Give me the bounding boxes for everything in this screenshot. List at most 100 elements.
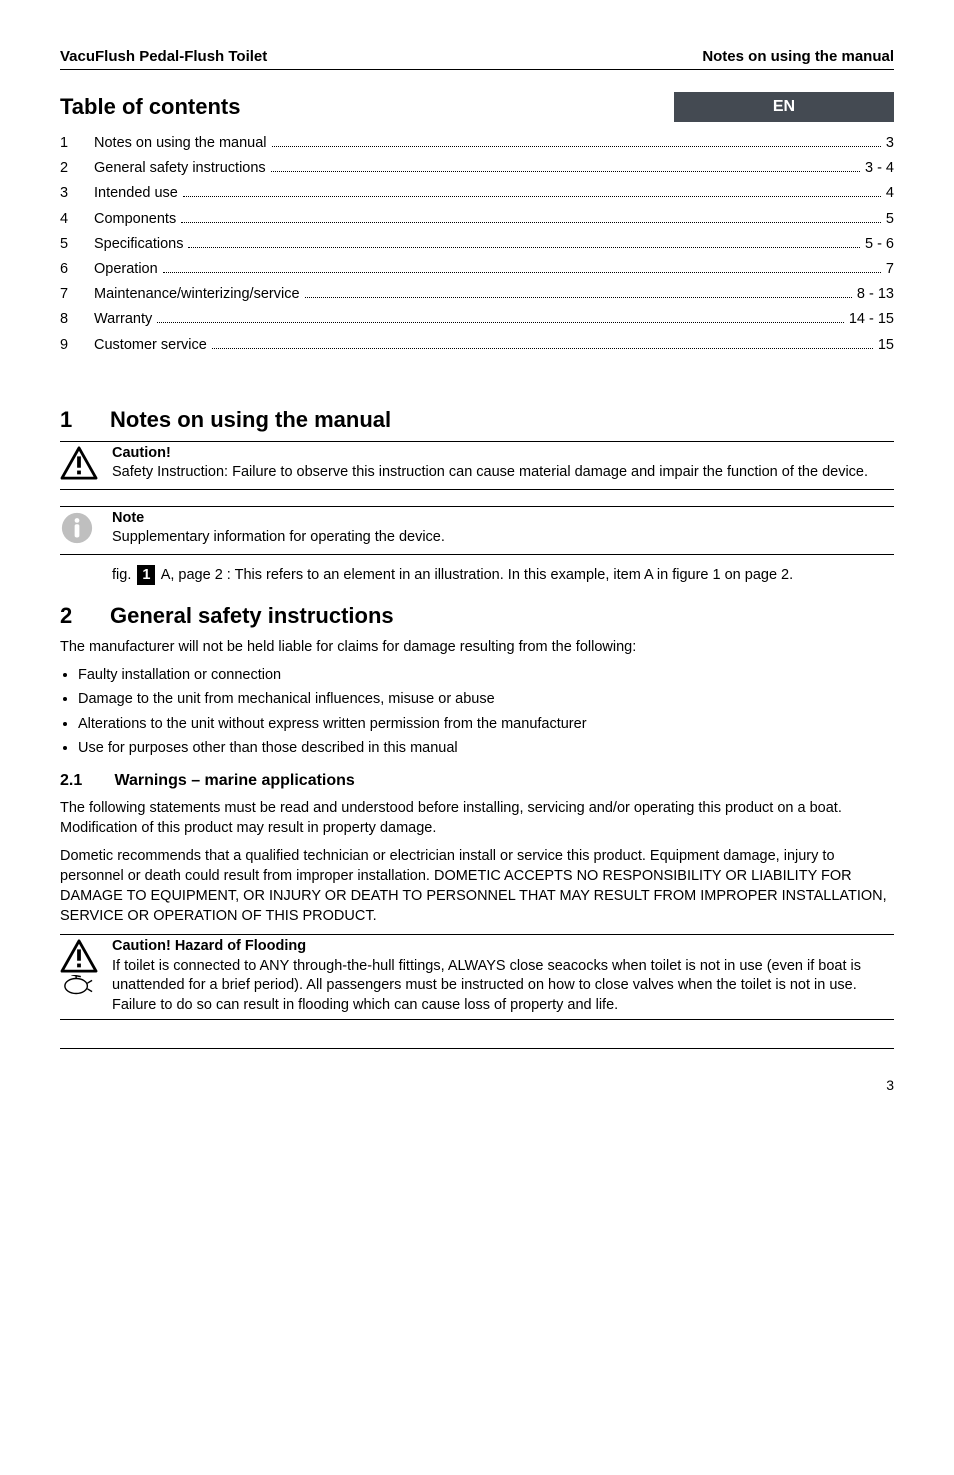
subsection-number: 2.1 — [60, 772, 110, 790]
toc-page: 7 — [884, 258, 894, 281]
toc-row: 4 Components 5 — [60, 208, 894, 231]
toc-row: 1 Notes on using the manual 3 — [60, 132, 894, 155]
toc-page: 15 — [876, 334, 894, 357]
flood-warning-icons — [60, 937, 112, 997]
toc-page: 4 — [884, 182, 894, 205]
toc-dots — [157, 314, 844, 324]
toc-page: 5 - 6 — [863, 233, 894, 256]
toc-dots — [163, 263, 881, 273]
toc-row: 3 Intended use 4 — [60, 182, 894, 205]
running-header: VacuFlush Pedal-Flush Toilet Notes on us… — [60, 48, 894, 65]
subsection-2-1-heading: 2.1 Warnings – marine applications — [60, 772, 894, 790]
toc-dots — [272, 137, 881, 147]
section-2-intro: The manufacturer will not be held liable… — [60, 637, 894, 657]
toc-num: 7 — [60, 283, 94, 306]
toc-num: 9 — [60, 334, 94, 357]
table-of-contents: 1 Notes on using the manual 3 2 General … — [60, 132, 894, 357]
list-item: Alterations to the unit without express … — [78, 714, 894, 734]
toc-label: Notes on using the manual — [94, 132, 269, 155]
section-2-heading: 2 General safety instructions — [60, 603, 894, 629]
toc-row: 7 Maintenance/winterizing/service 8 - 13 — [60, 283, 894, 306]
language-badge: EN — [674, 92, 894, 122]
toc-label: General safety instructions — [94, 157, 268, 180]
toc-num: 8 — [60, 308, 94, 331]
section-number: 2 — [60, 603, 110, 629]
toc-page: 5 — [884, 208, 894, 231]
list-item: Damage to the unit from mechanical influ… — [78, 689, 894, 709]
toc-label: Customer service — [94, 334, 209, 357]
rule — [60, 441, 894, 442]
rule — [60, 1019, 894, 1020]
toc-label: Operation — [94, 258, 160, 281]
note-callout: Note Supplementary information for opera… — [60, 509, 894, 550]
note-text: Supplementary information for operating … — [112, 529, 445, 545]
toc-num: 2 — [60, 157, 94, 180]
caution-body: Caution! Safety Instruction: Failure to … — [112, 444, 894, 483]
toc-dots — [305, 288, 852, 298]
rule — [60, 489, 894, 490]
toc-dots — [271, 163, 860, 173]
spacer — [60, 492, 894, 504]
info-icon — [60, 509, 112, 550]
list-item: Use for purposes other than those descri… — [78, 738, 894, 758]
subsection-p2: Dometic recommends that a qualified tech… — [60, 846, 894, 926]
toc-row: 2 General safety instructions 3 - 4 — [60, 157, 894, 180]
toc-dots — [183, 188, 881, 198]
header-rule — [60, 69, 894, 70]
toc-page: 8 - 13 — [855, 283, 894, 306]
rule — [60, 506, 894, 507]
section-number: 1 — [60, 407, 110, 433]
header-right: Notes on using the manual — [702, 48, 894, 65]
toc-page: 3 — [884, 132, 894, 155]
toc-num: 6 — [60, 258, 94, 281]
caution-text: Safety Instruction: Failure to observe t… — [112, 464, 868, 480]
section-1-heading: 1 Notes on using the manual — [60, 407, 894, 433]
page-footer: 3 — [60, 1077, 894, 1093]
warning-icon — [60, 939, 98, 973]
toc-dots — [212, 339, 873, 349]
figref-prefix: fig. — [112, 567, 131, 583]
toc-label: Intended use — [94, 182, 180, 205]
toc-label: Components — [94, 208, 178, 231]
page: VacuFlush Pedal-Flush Toilet Notes on us… — [0, 0, 954, 1133]
toc-num: 3 — [60, 182, 94, 205]
toc-row: 9 Customer service 15 — [60, 334, 894, 357]
flood-caution-body: Caution! Hazard of Flooding If toilet is… — [112, 937, 894, 1015]
figure-reference: fig. 1 A, page 2 : This refers to an ele… — [112, 565, 894, 585]
liability-bullet-list: Faulty installation or connection Damage… — [60, 665, 894, 758]
toc-num: 5 — [60, 233, 94, 256]
toc-num: 4 — [60, 208, 94, 231]
toc-row: 6 Operation 7 — [60, 258, 894, 281]
subsection-p1: The following statements must be read an… — [60, 798, 894, 838]
toc-label: Maintenance/winterizing/service — [94, 283, 302, 306]
list-item: Faulty installation or connection — [78, 665, 894, 685]
figref-number-box: 1 — [137, 565, 155, 585]
toc-label: Warranty — [94, 308, 154, 331]
rule — [60, 934, 894, 935]
seacock-icon — [63, 975, 93, 997]
header-left: VacuFlush Pedal-Flush Toilet — [60, 48, 267, 65]
footer-rule — [60, 1048, 894, 1049]
page-number: 3 — [886, 1077, 894, 1093]
toc-num: 1 — [60, 132, 94, 155]
note-body: Note Supplementary information for opera… — [112, 509, 894, 548]
caution-heading: Caution! — [112, 445, 171, 461]
spacer — [60, 1022, 894, 1048]
toc-page: 3 - 4 — [863, 157, 894, 180]
toc-label: Specifications — [94, 233, 185, 256]
warning-icon — [60, 444, 112, 485]
toc-row: 8 Warranty 14 - 15 — [60, 308, 894, 331]
note-heading: Note — [112, 510, 144, 526]
flood-caution-callout: Caution! Hazard of Flooding If toilet is… — [60, 937, 894, 1015]
flood-caution-text: If toilet is connected to ANY through-th… — [112, 958, 861, 1013]
figref-text: A, page 2 : This refers to an element in… — [161, 567, 793, 583]
toc-dots — [188, 238, 860, 248]
toc-dots — [181, 213, 881, 223]
toc-page: 14 - 15 — [847, 308, 894, 331]
section-title: General safety instructions — [110, 603, 394, 629]
section-title: Notes on using the manual — [110, 407, 391, 433]
flood-caution-heading: Caution! Hazard of Flooding — [112, 938, 306, 954]
caution-callout: Caution! Safety Instruction: Failure to … — [60, 444, 894, 485]
rule — [60, 554, 894, 555]
toc-header-row: Table of contents EN — [60, 92, 894, 122]
